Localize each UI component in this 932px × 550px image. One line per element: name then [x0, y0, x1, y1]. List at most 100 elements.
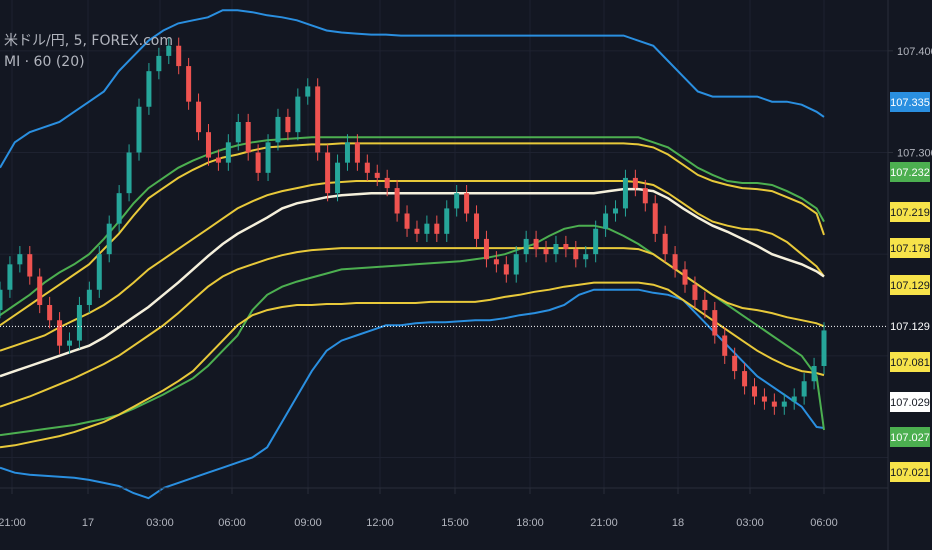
candle-down [483, 238, 489, 260]
candle-down [692, 284, 698, 300]
price-badge: 107.335 [890, 92, 930, 112]
candle-down [176, 45, 182, 67]
price-badge: 107.219 [890, 202, 930, 222]
candle-down [315, 86, 321, 153]
candle-down [255, 152, 261, 173]
x-tick-label: 21:00 [0, 517, 26, 529]
candle-up [136, 106, 142, 153]
candle-up [821, 330, 827, 366]
candle-up [583, 254, 589, 260]
candle-up [7, 264, 13, 290]
candle-down [563, 244, 569, 250]
candle-down [404, 213, 410, 229]
candle-up [513, 254, 519, 275]
candle-up [225, 142, 231, 163]
candle-up [791, 396, 797, 402]
candle-up [344, 142, 350, 163]
candle-down [27, 254, 33, 277]
x-tick-label: 18 [672, 517, 684, 529]
candle-down [325, 152, 331, 194]
candle-down [682, 269, 688, 285]
candle-down [702, 299, 708, 311]
candle-up [305, 86, 311, 97]
x-tick-label: 03:00 [736, 517, 764, 529]
candle-up [593, 228, 599, 255]
candle-down [245, 122, 251, 153]
candle-up [116, 193, 122, 224]
series-line-outer_band [0, 288, 825, 500]
candle-up [96, 254, 102, 290]
y-axis-badges: 107.335 107.232 107.219 107.178 107.129 107.1… [890, 92, 930, 482]
price-badge-label: 107.027 [890, 432, 930, 444]
price-badge-label: 107.129 [890, 280, 930, 292]
candle-down [672, 254, 678, 270]
series-line-mid_line [0, 187, 825, 378]
band-lines [0, 9, 825, 500]
price-badge-label: 107.081 [890, 357, 930, 369]
candle-down [742, 371, 748, 387]
price-badge: 107.129 [890, 275, 930, 295]
price-badge: 107.027 [890, 427, 930, 447]
symbol-title: 米ドル/円, 5, FOREX.com [4, 33, 174, 49]
price-badge-label: 107.232 [890, 167, 930, 179]
price-badge: 107.081 [890, 352, 930, 372]
candle-up [275, 116, 281, 143]
indicator-title: MI · 60 (20) [4, 54, 85, 70]
axes [0, 0, 889, 550]
candle-down [384, 177, 390, 189]
price-badge-bg [890, 316, 930, 336]
candle-up [781, 401, 787, 407]
price-badge: 107.021 [890, 462, 930, 482]
price-badge-bg [890, 162, 930, 182]
candle-down [374, 172, 380, 178]
x-tick-label: 15:00 [441, 517, 469, 529]
candle-down [632, 177, 638, 189]
candle-up [146, 71, 152, 107]
x-tick-label: 21:00 [590, 517, 618, 529]
candle-up [801, 381, 807, 397]
price-badge-label: 107.029 [890, 397, 930, 409]
candle-down [215, 157, 221, 163]
candle-down [503, 264, 509, 275]
price-badge-bg [890, 275, 930, 295]
series-line-yellow_band [0, 180, 825, 352]
candle-up [66, 340, 72, 346]
series-line-yellow_band [0, 142, 825, 327]
y-tick-label: 107.300 [897, 148, 932, 160]
x-tick-label: 17 [82, 517, 94, 529]
candle-down [394, 188, 400, 214]
candle-down [533, 238, 539, 250]
candle-down [474, 213, 480, 239]
price-badge-bg [890, 462, 930, 482]
price-badge-label: 107.219 [890, 207, 930, 219]
price-badge: 107.029 [890, 392, 930, 412]
price-badge: 107.129 [890, 316, 930, 336]
x-tick-label: 03:00 [146, 517, 174, 529]
candle-up [106, 223, 112, 255]
x-axis-ticks: 21:00 17 03:00 06:00 09:00 12:00 15:00 18:00 21:… [0, 488, 838, 529]
y-axis-ticks: 107.400 107.300 [888, 46, 932, 160]
candle-up [444, 208, 450, 234]
price-badge-label: 107.335 [890, 97, 930, 109]
candle-down [642, 188, 648, 204]
candle-down [57, 320, 63, 346]
candle-up [17, 254, 23, 265]
price-badge-bg [890, 392, 930, 412]
x-tick-label: 18:00 [516, 517, 544, 529]
price-badge-bg [890, 92, 930, 112]
series-line-yellow_band [0, 247, 825, 408]
candle-down [712, 310, 718, 336]
candle-up [265, 142, 271, 173]
candle-up [86, 289, 92, 305]
candles [0, 37, 827, 415]
candle-up [0, 289, 3, 311]
price-badge-bg [890, 352, 930, 372]
candle-up [424, 223, 430, 234]
series-line-green_band [0, 136, 825, 317]
candle-up [166, 45, 172, 56]
price-badge-label: 107.021 [890, 467, 930, 479]
candle-up [613, 208, 619, 214]
candle-down [364, 162, 370, 173]
